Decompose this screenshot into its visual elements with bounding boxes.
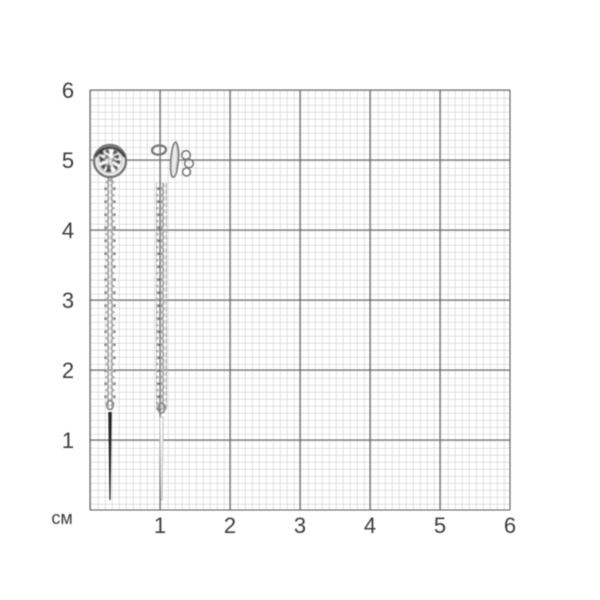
svg-text:4: 4 xyxy=(62,218,74,243)
svg-text:2: 2 xyxy=(62,358,74,383)
svg-text:2: 2 xyxy=(224,513,236,538)
svg-text:5: 5 xyxy=(434,513,446,538)
svg-text:3: 3 xyxy=(294,513,306,538)
svg-text:5: 5 xyxy=(62,148,74,173)
svg-text:см: см xyxy=(51,508,72,528)
svg-text:3: 3 xyxy=(62,288,74,313)
svg-text:1: 1 xyxy=(154,513,166,538)
svg-text:6: 6 xyxy=(62,78,74,103)
svg-text:6: 6 xyxy=(504,513,516,538)
svg-text:4: 4 xyxy=(364,513,376,538)
svg-text:1: 1 xyxy=(62,428,74,453)
